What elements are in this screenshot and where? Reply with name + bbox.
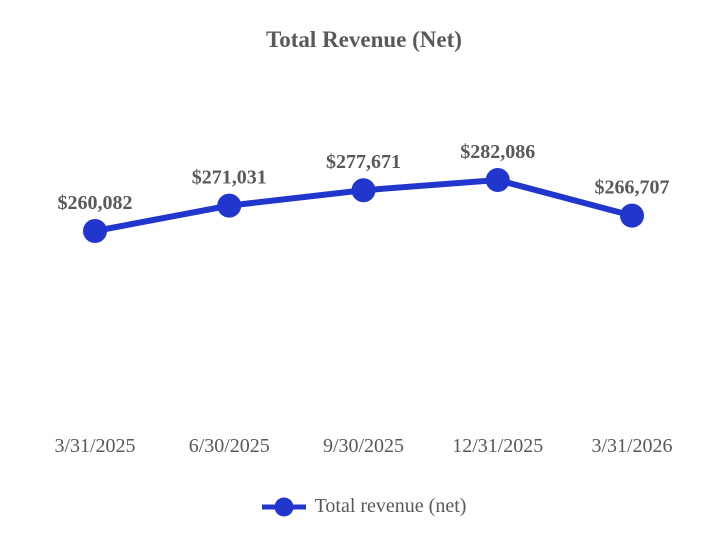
data-point-label: $277,671 <box>326 151 401 173</box>
data-point-marker <box>620 203 644 228</box>
data-point-marker <box>485 168 510 192</box>
x-axis-label: 6/30/2025 <box>189 435 270 457</box>
legend-label: Total revenue (net) <box>314 495 467 517</box>
x-axis-label: 3/31/2026 <box>591 435 672 457</box>
x-axis-label: 3/31/2025 <box>54 435 135 457</box>
x-axis-label: 12/31/2025 <box>452 435 543 457</box>
data-point-label: $260,082 <box>58 192 133 214</box>
data-point-label: $271,031 <box>192 167 267 189</box>
legend-dot-icon <box>274 497 294 516</box>
chart-title: Total Revenue (Net) <box>266 27 462 52</box>
data-point-marker <box>217 193 242 218</box>
legend: Total revenue (net) <box>0 495 728 518</box>
data-point-marker <box>83 219 107 243</box>
data-point-marker <box>351 178 376 203</box>
data-point-label: $282,086 <box>460 141 535 163</box>
x-axis-label: 9/30/2025 <box>323 435 404 457</box>
legend-line-marker-icon <box>261 497 306 516</box>
data-point-label: $266,707 <box>595 177 670 199</box>
